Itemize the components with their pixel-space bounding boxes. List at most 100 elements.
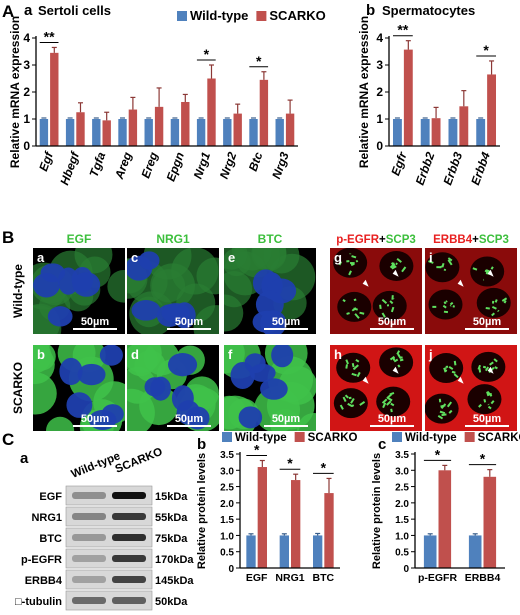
y-tick-label: 2	[23, 85, 30, 99]
scp3-signal	[350, 262, 355, 267]
panel-label-A: A	[2, 2, 14, 21]
cytoplasm-signal	[224, 294, 244, 332]
nucleus-signal	[47, 306, 73, 327]
chart-title: Sertoli cells	[38, 3, 111, 18]
y-tick-label: 0	[23, 139, 30, 153]
chart-spermatocytes-mrna: 0 1 2 3 4 Relative mRNA expression ** Egfr Erbb2…	[357, 2, 500, 187]
category-label: NRG1	[275, 572, 304, 584]
scp3-signal	[391, 265, 397, 270]
bar-wild-type	[65, 119, 75, 146]
scp3-signal	[390, 408, 393, 413]
y-tick-label: 2.5	[220, 483, 234, 494]
scp3-signal	[339, 404, 344, 410]
nucleus-signal	[271, 345, 294, 368]
spermatocyte-nucleus	[428, 289, 463, 320]
bar-scarko	[102, 120, 111, 146]
nucleus-signal	[260, 378, 288, 400]
arrowhead-icon	[362, 376, 369, 384]
blot-size-label: 170kDa	[155, 554, 194, 566]
scp3-signal	[354, 313, 360, 319]
blot-strip	[65, 569, 153, 590]
nucleus-signal	[59, 357, 83, 386]
band-scarko	[112, 513, 146, 520]
scp3-signal	[353, 307, 358, 311]
scp3-signal	[482, 365, 487, 369]
scp3-signal	[351, 309, 354, 312]
band-wild-type	[72, 555, 106, 562]
tile-letter: g	[334, 250, 342, 265]
scp3-signal	[445, 300, 448, 303]
y-tick-label: 2.0	[220, 499, 234, 510]
band-wild-type	[72, 576, 106, 583]
scp3-signal	[381, 312, 386, 318]
chart-title: Spermatocytes	[382, 3, 475, 18]
scp3-signal	[401, 266, 407, 273]
y-tick-label: 1	[23, 112, 30, 126]
scp3-signal	[390, 262, 395, 266]
cytoplasm-signal	[278, 366, 316, 405]
bar-scarko	[403, 49, 413, 146]
column-header: EGF	[67, 232, 92, 246]
legend-swatch-scarko	[464, 432, 475, 442]
micrograph-tile: c 50µm	[127, 248, 219, 334]
scp3-signal	[390, 402, 395, 407]
category-label: Ereg	[138, 150, 161, 180]
scp3-signal	[345, 359, 349, 365]
scp3-signal	[348, 270, 352, 276]
tile-letter: b	[37, 347, 45, 362]
bar-scarko	[285, 113, 295, 146]
scp3-signal	[381, 298, 388, 304]
nucleus-signal	[144, 377, 166, 397]
scp3-signal	[449, 301, 454, 306]
sub-panel-letter: b	[366, 2, 375, 19]
nucleus-signal	[99, 345, 123, 366]
chart-receptor-protein: 0 0.5 1.0 1.5 2.0 2.5 3.0 3.5 Relative protein l…	[371, 432, 520, 584]
cytoplasm-signal	[33, 372, 57, 415]
legend-label-scarko: SCARKO	[308, 432, 358, 444]
panel-label-B: B	[2, 228, 14, 247]
scp3-signal	[350, 397, 355, 404]
y-axis-label: Relative protein levels	[196, 453, 208, 569]
scp3-signal	[381, 398, 388, 404]
y-axis-label: Relative mRNA expression	[357, 16, 371, 168]
bar-scarko	[154, 106, 164, 146]
bar-scarko	[257, 467, 267, 568]
scp3-signal	[477, 364, 481, 370]
scp3-signal	[501, 297, 508, 302]
y-tick-label: 4	[23, 31, 30, 45]
scp3-signal	[490, 266, 494, 270]
significance-marker: *	[435, 446, 441, 462]
bar-wild-type	[196, 119, 206, 146]
y-tick-label: 3	[23, 58, 30, 72]
micrograph-tile: i 50µm	[425, 248, 517, 334]
blot-strip	[65, 485, 153, 506]
category-label: Nrg1	[191, 150, 214, 181]
blot-strip	[65, 527, 153, 548]
y-tick-label: 3.0	[220, 466, 234, 477]
band-scarko	[112, 597, 146, 604]
nucleus-signal	[167, 353, 198, 377]
scale-bar-label: 50µm	[81, 413, 110, 425]
spermatocyte-nucleus	[337, 291, 372, 322]
category-label: Egfr	[388, 149, 410, 178]
category-label: Egf	[36, 149, 56, 173]
scp3-signal	[437, 414, 444, 420]
scp3-signal	[344, 394, 349, 399]
band-wild-type	[72, 492, 106, 499]
sub-panel-letter: c	[378, 436, 386, 453]
blot-protein-label: EGF	[39, 491, 62, 503]
bar-wild-type	[448, 119, 458, 146]
micrograph-tile: h 50µm	[330, 345, 422, 431]
scp3-signal	[351, 372, 357, 377]
chart-ligand-protein: 0 0.5 1.0 1.5 2.0 2.5 3.0 3.5 Relative protein l…	[196, 432, 358, 584]
significance-marker: *	[256, 53, 262, 69]
band-wild-type	[72, 597, 106, 604]
micrograph-tile: j 50µm	[425, 345, 517, 431]
arrowhead-icon	[457, 279, 464, 287]
tile-letter: j	[428, 347, 433, 362]
scp3-signal	[355, 259, 359, 263]
significance-marker: *	[480, 451, 486, 467]
cytoplasm-signal	[107, 270, 125, 303]
tile-letter: e	[228, 250, 235, 265]
nucleus-signal	[161, 303, 190, 323]
